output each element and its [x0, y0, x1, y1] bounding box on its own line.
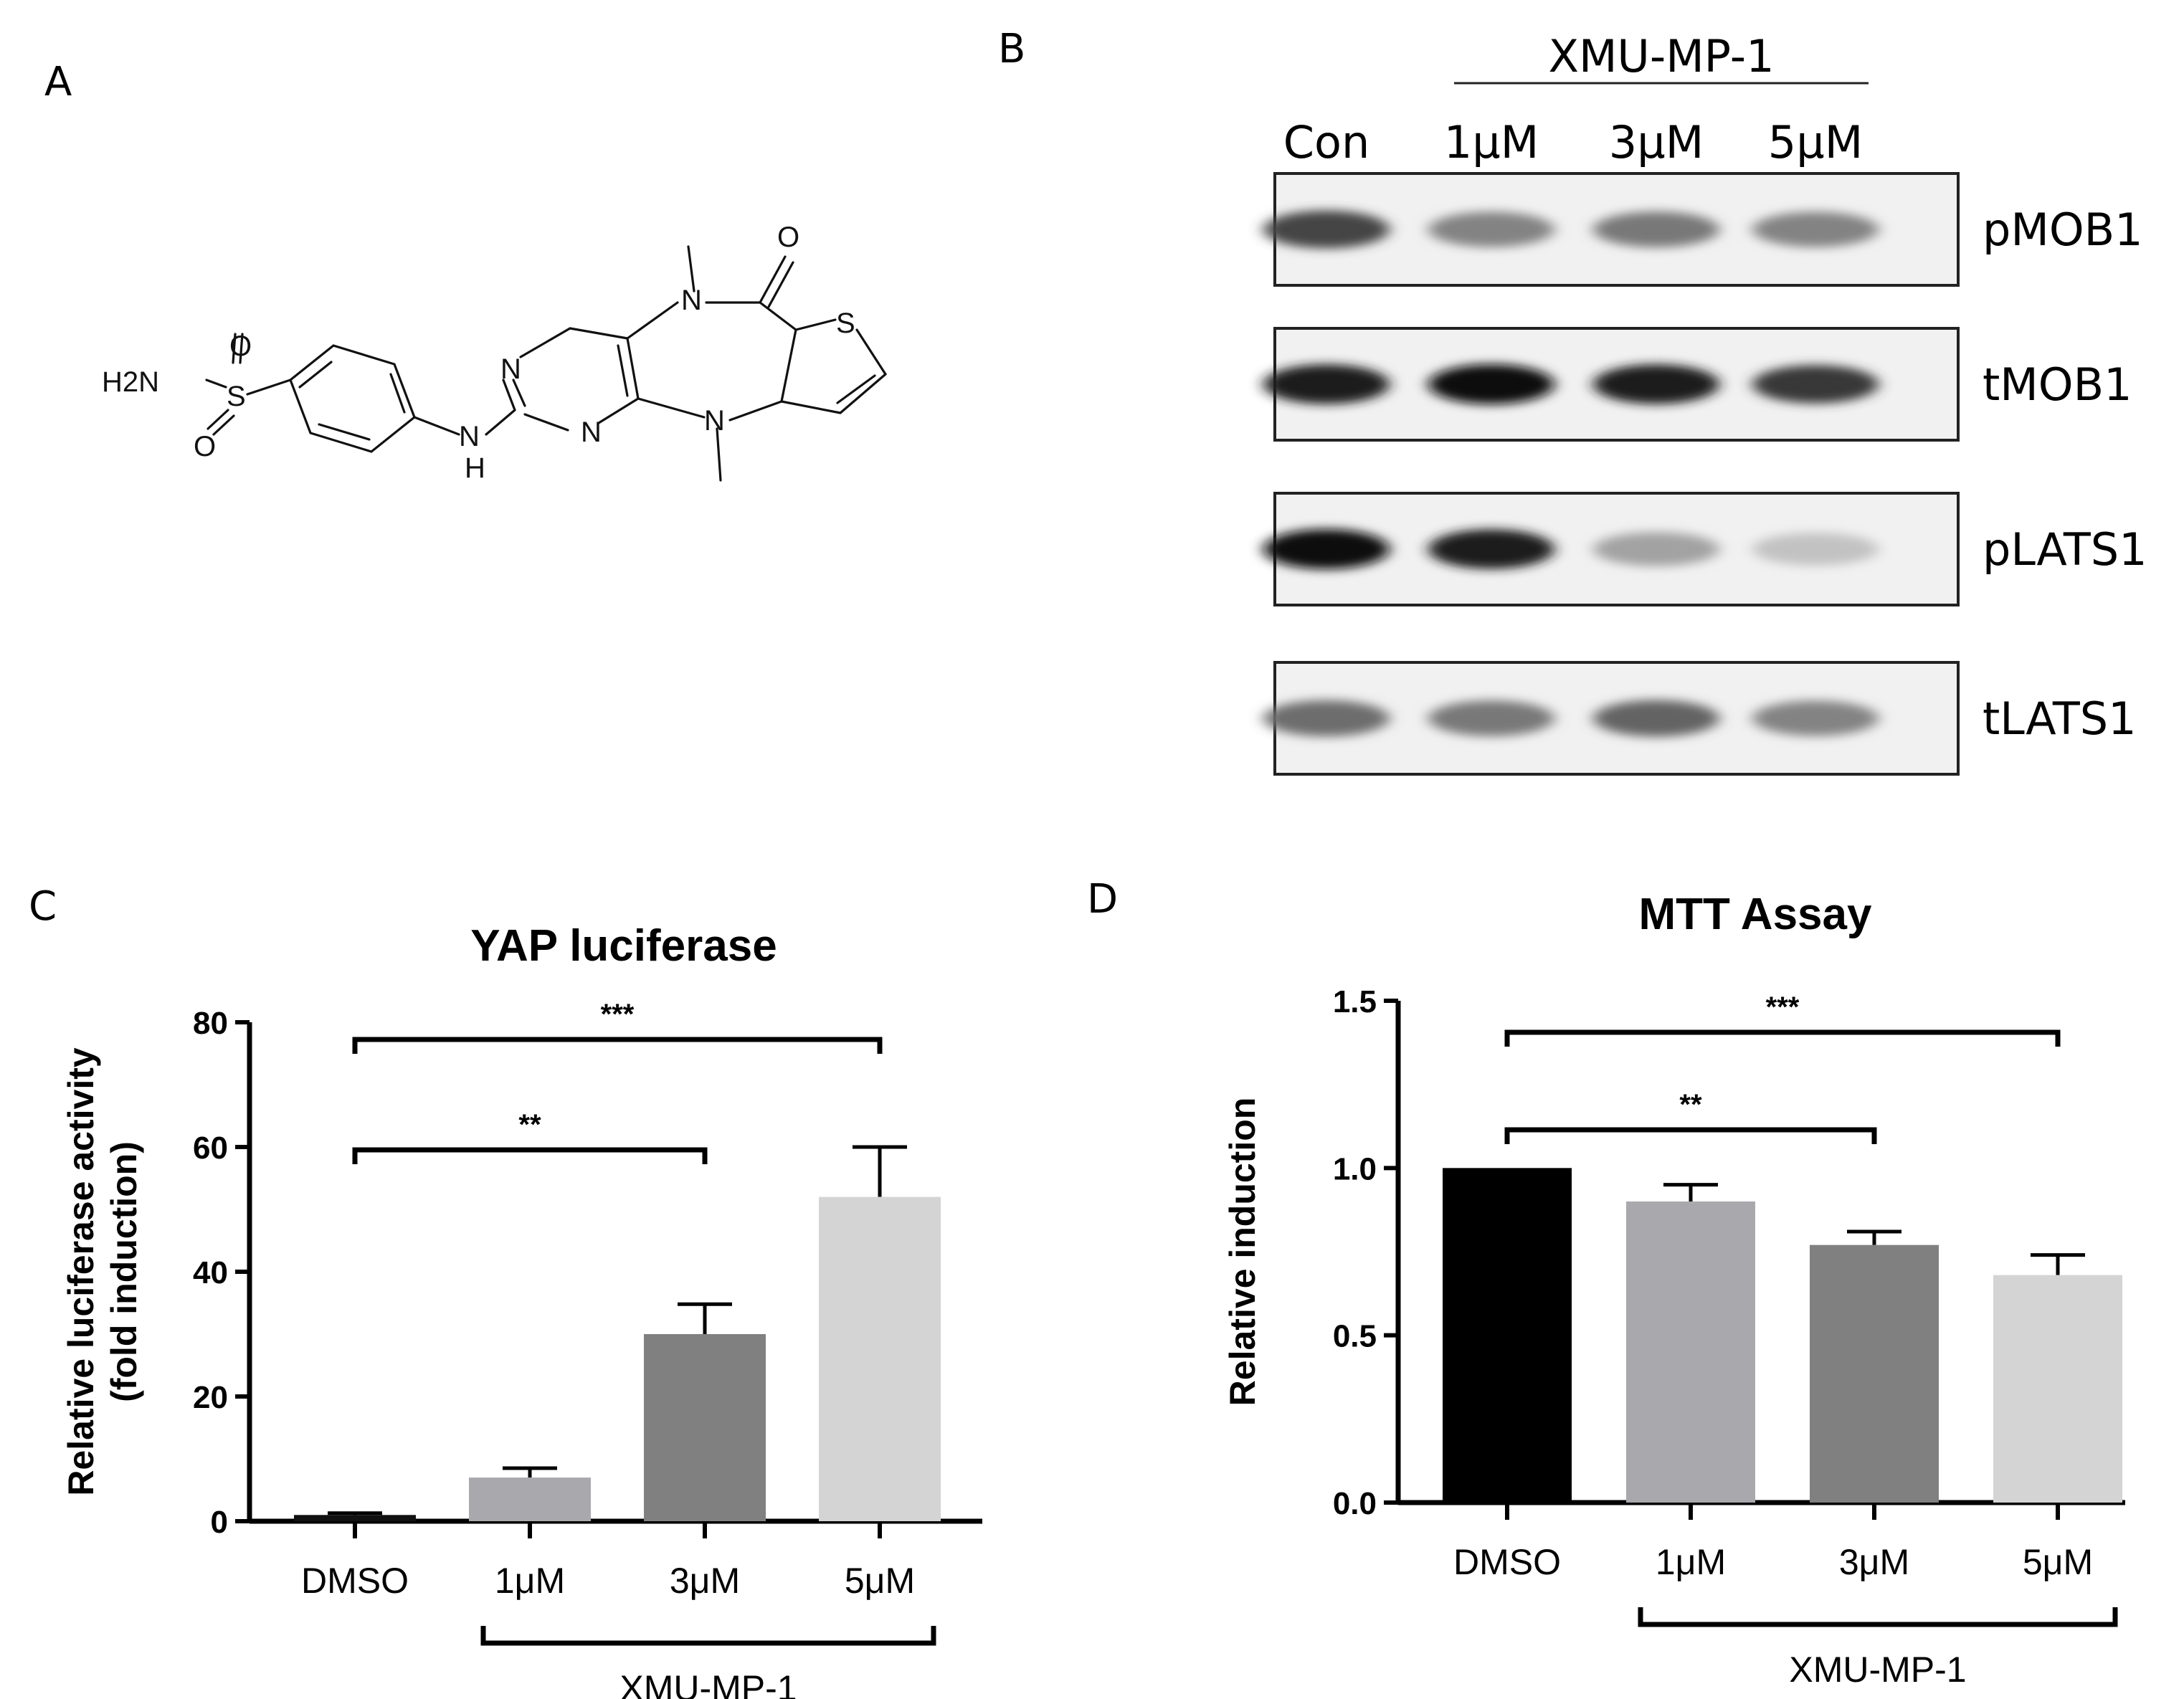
blot-band	[1263, 700, 1390, 737]
blot-label: tMOB1	[1983, 358, 2132, 411]
western-blot: XMU-MP-1 Con 1μM 3μM 5μM pMOB1 tMOB1 pLATS…	[1263, 30, 2147, 776]
blot-band	[1263, 364, 1390, 404]
blot-label: pMOB1	[1983, 204, 2143, 256]
significance-label: **	[518, 1109, 541, 1141]
atom-label-n-pyrimidine-top: N	[500, 353, 521, 385]
x-tick-label: DMSO	[301, 1561, 409, 1601]
group-label: XMU-MP-1	[1789, 1650, 1966, 1690]
bar	[1626, 1201, 1755, 1503]
treatment-label: XMU-MP-1	[1548, 30, 1774, 82]
significance-bracket	[1504, 1029, 2061, 1047]
bar	[294, 1515, 416, 1521]
atom-label-h: H	[465, 452, 485, 484]
chart-title: MTT Assay	[1638, 890, 1872, 939]
x-tick-label: 5μM	[845, 1561, 915, 1601]
x-tick-label: DMSO	[1453, 1542, 1561, 1582]
bar	[819, 1196, 941, 1521]
atom-label-n-methyl-bottom: N	[704, 405, 725, 437]
blot-band	[1428, 529, 1554, 569]
x-tick-label: 1μM	[495, 1561, 565, 1601]
panel-label-b: B	[998, 26, 1026, 72]
y-tick-label: 20	[193, 1380, 228, 1415]
significance-bracket	[352, 1147, 708, 1164]
atom-label-n-pyrimidine-bottom: N	[581, 417, 602, 448]
blot-strip-tmob1: tMOB1	[1263, 327, 2132, 442]
blot-band	[1428, 211, 1554, 247]
blot-band	[1752, 211, 1879, 247]
bar	[469, 1477, 591, 1521]
panel-label-d: D	[1087, 876, 1119, 923]
x-tick-label: 3μM	[670, 1561, 740, 1601]
blot-strip-pmob1: pMOB1	[1263, 172, 2143, 287]
blot-band	[1263, 210, 1390, 249]
panel-label-a: A	[44, 59, 72, 105]
blot-band	[1593, 211, 1719, 247]
blot-label: pLATS1	[1983, 523, 2147, 576]
blot-band	[1752, 365, 1879, 404]
significance-bracket	[352, 1037, 883, 1054]
atom-label-s-sulfonyl: S	[227, 381, 246, 412]
blot-band	[1263, 529, 1390, 569]
panel-label-c: C	[29, 883, 57, 930]
lane-label-con: Con	[1283, 116, 1370, 168]
significance-bracket	[1504, 1127, 1877, 1144]
blot-strip-plats1: pLATS1	[1263, 492, 2147, 606]
y-tick-label: 40	[193, 1255, 228, 1290]
mtt-assay-chart: MTT Assay 0.0 0.5 1.0 1.5 Relative induction D…	[1222, 890, 2125, 1690]
lane-label-1um: 1μM	[1444, 116, 1539, 168]
chart-title: YAP luciferase	[470, 921, 777, 971]
yap-luciferase-chart: YAP luciferase 0 20 40 60 80 Relative lucifera…	[61, 921, 982, 1699]
blot-band	[1593, 700, 1719, 737]
y-axis-label: Relative induction	[1222, 1098, 1263, 1407]
atom-label-o-carbonyl: O	[777, 222, 799, 253]
y-tick-label: 0.0	[1333, 1486, 1377, 1521]
blot-band	[1428, 364, 1554, 404]
group-bracket	[1638, 1607, 2118, 1627]
blot-strip-tlats1: tLATS1	[1263, 661, 2137, 776]
x-tick-label: 3μM	[1839, 1542, 1909, 1582]
blot-band	[1752, 700, 1879, 736]
y-axis-label: Relative luciferase activity	[61, 1047, 101, 1496]
blot-band	[1593, 532, 1719, 566]
atom-label-nh2: H2N	[102, 366, 159, 398]
atom-label-n-amine: N	[459, 421, 480, 452]
lane-label-3um: 3μM	[1609, 116, 1704, 168]
chemical-structure: H2N S O O N N N H N N O S	[102, 222, 887, 484]
group-bracket	[480, 1626, 936, 1646]
y-tick-label: 60	[193, 1131, 228, 1166]
blot-band	[1752, 533, 1879, 566]
blot-label: tLATS1	[1983, 693, 2137, 745]
significance-label: **	[1679, 1089, 1702, 1120]
y-axis-label-line2: (fold induction)	[104, 1141, 144, 1402]
y-tick-label: 0.5	[1333, 1319, 1377, 1354]
significance-label: ***	[1766, 991, 1800, 1023]
x-tick-label: 1μM	[1656, 1542, 1726, 1582]
significance-label: ***	[601, 999, 635, 1030]
atom-label-o-bottom: O	[194, 431, 216, 462]
atom-label-n-methyl-top: N	[681, 285, 702, 316]
bar	[1993, 1275, 2122, 1503]
y-tick-label: 1.5	[1333, 984, 1377, 1019]
atom-label-o-top: O	[229, 330, 252, 362]
y-tick-label: 1.0	[1333, 1151, 1377, 1186]
bar	[1810, 1244, 1939, 1503]
y-tick-label: 0	[211, 1505, 228, 1540]
lane-label-5um: 5μM	[1768, 116, 1863, 168]
bar	[1443, 1168, 1572, 1503]
bar	[644, 1334, 766, 1521]
blot-band	[1428, 700, 1554, 736]
blot-band	[1593, 364, 1719, 404]
y-tick-label: 80	[193, 1006, 228, 1041]
group-label: XMU-MP-1	[619, 1668, 797, 1699]
x-tick-label: 5μM	[2023, 1542, 2093, 1582]
atom-label-s-thiophene: S	[836, 308, 855, 339]
